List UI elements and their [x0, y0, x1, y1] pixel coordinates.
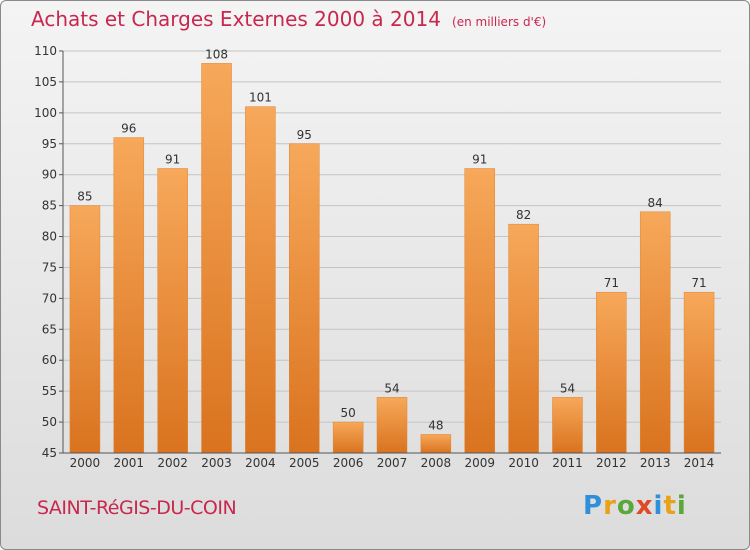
bar: [113, 137, 145, 454]
proxiti-logo[interactable]: Proxiti: [583, 491, 687, 521]
x-tick-label: 2002: [157, 456, 188, 470]
bar: [596, 291, 627, 454]
y-tick-label: 110: [34, 44, 57, 58]
logo-letter: P: [583, 491, 604, 521]
bar: [201, 63, 232, 454]
bar: [289, 143, 320, 454]
bar-value-label: 48: [428, 418, 443, 432]
bar-value-label: 54: [560, 381, 575, 395]
y-tick-label: 70: [42, 291, 57, 305]
bar-value-label: 96: [121, 122, 136, 136]
logo-letter: i: [676, 491, 687, 521]
chart-title-block: Achats et Charges Externes 2000 à 2014 (…: [31, 7, 546, 31]
x-tick-label: 2007: [377, 456, 408, 470]
chart-unit: (en milliers d'€): [452, 15, 547, 29]
y-axis: 45 50 55 60 65 70 75 80 85 90 95 100 105 110: [34, 44, 64, 460]
bar-value-label: 108: [205, 47, 228, 61]
x-tick-label: 2009: [464, 456, 495, 470]
y-tick-label: 90: [42, 168, 57, 182]
commune-name: SAINT-RéGIS-DU-COIN: [37, 497, 237, 519]
bar: [245, 106, 276, 454]
bar-value-label: 50: [340, 406, 355, 420]
logo-letter: o: [616, 491, 636, 521]
y-tick-label: 100: [34, 106, 57, 120]
y-tick-label: 45: [42, 446, 57, 460]
bar-value-label: 91: [472, 153, 487, 167]
x-tick-label: 2005: [289, 456, 320, 470]
logo-letter: r: [603, 491, 617, 521]
chart-title: Achats et Charges Externes 2000 à 2014: [31, 7, 441, 31]
x-tick-label: 2013: [640, 456, 671, 470]
bar-value-label: 101: [249, 91, 272, 105]
y-tick-label: 80: [42, 230, 57, 244]
bar-value-label: 95: [297, 128, 312, 142]
bar-value-label: 82: [516, 208, 531, 222]
x-tick-label: 2006: [333, 456, 364, 470]
bar-value-label: 71: [691, 276, 706, 290]
bar: [376, 397, 408, 454]
bar: [420, 434, 452, 454]
bar: [552, 397, 583, 454]
x-tick-label: 2011: [552, 456, 583, 470]
x-tick-label: 2004: [245, 456, 276, 470]
bar: [683, 291, 715, 454]
value-labels-group: 85 96 91 108 101 95 50 54 48 91 82 54 71 84 71: [77, 47, 706, 432]
bar-value-label: 91: [165, 153, 180, 167]
bar: [464, 168, 495, 454]
y-tick-label: 65: [42, 322, 57, 336]
y-tick-label: 95: [42, 137, 57, 151]
bar-value-label: 71: [604, 276, 619, 290]
x-tick-label: 2014: [684, 456, 715, 470]
bar: [157, 168, 188, 454]
x-axis: 2000 2001 2002 2003 2004 2005 2006 2007 2008 2009…: [63, 452, 721, 470]
bar: [69, 205, 101, 454]
logo-letter: t: [663, 491, 677, 521]
logo-letter: x: [635, 491, 654, 521]
x-tick-label: 2012: [596, 456, 627, 470]
y-tick-label: 50: [42, 415, 57, 429]
bar-value-label: 54: [384, 381, 399, 395]
x-tick-label: 2000: [70, 456, 101, 470]
y-tick-label: 55: [42, 384, 57, 398]
x-tick-label: 2003: [201, 456, 232, 470]
bars-group: [69, 63, 715, 454]
logo-letter: i: [653, 491, 664, 521]
bar-value-label: 84: [648, 196, 663, 210]
bar: [332, 421, 364, 454]
y-tick-label: 60: [42, 353, 57, 367]
x-tick-label: 2010: [508, 456, 539, 470]
bar: [639, 211, 671, 454]
y-tick-label: 75: [42, 260, 57, 274]
bar-value-label: 85: [77, 190, 92, 204]
x-tick-label: 2008: [421, 456, 452, 470]
y-tick-label: 105: [34, 75, 57, 89]
y-tick-label: 85: [42, 199, 57, 213]
x-tick-label: 2001: [114, 456, 145, 470]
bar: [508, 223, 539, 454]
